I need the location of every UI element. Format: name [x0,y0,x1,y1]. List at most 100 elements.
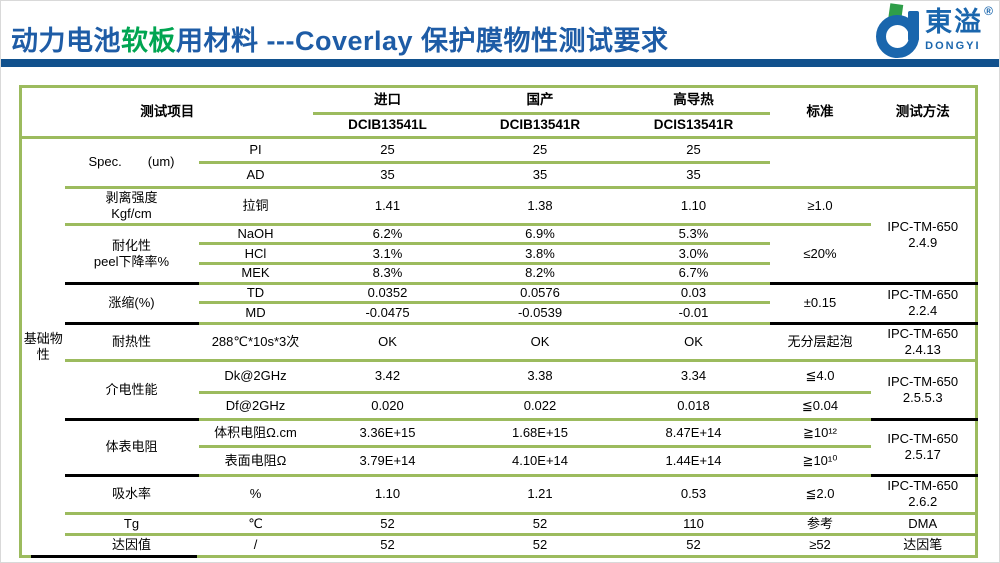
cell-import-value: 3.36E+15 [312,419,463,448]
header-model-domestic: DCIB13541R [462,113,618,139]
cell-test-item: 吸水率 [64,475,199,515]
cell-thermal-value: 1.44E+14 [617,446,770,477]
cell-import-value: 52 [312,513,463,536]
cell-sub-item: Df@2GHz [198,392,313,421]
dongyi-logo-icon [875,3,925,59]
cell-test-item: Spec. (um) [64,137,199,189]
cell-import-value: 35 [312,162,463,189]
registered-trademark-mark: ® [984,4,993,18]
cell-domestic-value: 0.022 [462,392,618,421]
row-resistance-volume: 体表电阻 体积电阻Ω.cm 3.36E+15 1.68E+15 8.47E+14… [21,419,977,477]
cell-method-empty [870,137,977,189]
row-chem-hcl: HCl 3.1% 3.8% 3.0% [21,243,977,266]
cell-test-item: 体表电阻 [64,419,199,477]
cell-thermal-value: 110 [617,513,770,536]
cell-method: DMA [870,513,977,536]
spec-table-wrap: 测试项目 进口 国产 高导热 标准 测试方法 DCIB13541L DCIB13… [19,85,978,558]
row-resistance-surface: 表面电阻Ω 3.79E+14 4.10E+14 1.44E+14 ≧10¹⁰ [21,446,977,477]
row-peel-strength: 剥离强度 Kgf/cm 拉铜 1.41 1.38 1.10 ≥1.0 IPC-T… [21,187,977,285]
row-dielectric-df: Df@2GHz 0.020 0.022 0.018 ≦0.04 [21,392,977,421]
row-dielectric-dk: 介电性能 Dk@2GHz 3.42 3.38 3.34 ≦4.0 IPC-TM-… [21,360,977,421]
cell-domestic-value: 0.0576 [462,283,618,304]
cell-import-value: 52 [380,537,395,553]
cell-domestic-value: 3.38 [462,360,618,394]
cell-standard: ≦0.04 [769,392,871,421]
cell-sub-item: NaOH [198,224,313,246]
bottom-left-black-line [31,554,197,558]
header-standard: 标准 [769,86,871,139]
cell-thermal-value: 8.47E+14 [617,419,770,448]
cell-import-value: 1.41 [312,187,463,226]
cell-thermal-value: 0.53 [617,475,770,515]
cell-thermal-value: 35 [617,162,770,189]
cell-method: IPC-TM-650 2.4.13 [870,323,977,362]
cell-test-item: 涨缩(%) [64,283,199,325]
cell-thermal-value: 6.7% [617,263,770,285]
cell-domestic-value: 6.9% [462,224,618,246]
cell-method: IPC-TM-650 2.6.2 [870,475,977,515]
cell-standard: ≥52 [809,537,831,553]
row-shrink-md: MD -0.0475 -0.0539 -0.01 [21,302,977,325]
cell-sub-item: AD [198,162,313,189]
header-model-import: DCIB13541L [312,113,463,139]
cell-sub-item: % [198,475,313,515]
cell-domestic-value: 3.8% [462,243,618,266]
cell-import-value: 3.79E+14 [312,446,463,477]
cell-import-value: 25 [312,137,463,164]
cell-thermal-value: 0.03 [617,283,770,304]
row-tg: Tg ℃ 52 52 110 参考 DMA [21,513,977,536]
cell-sub-item: 拉铜 [198,187,313,226]
title-divider-bar [1,59,999,67]
cell-test-item: 耐化性 peel下降率% [64,224,199,285]
cell-sub-item: MD [198,302,313,325]
cell-import-value: 3.1% [312,243,463,266]
cell-method: IPC-TM-650 2.5.5.3 [870,360,977,421]
cell-domestic-value: 1.38 [462,187,618,226]
cell-thermal-value: 52 [686,537,701,553]
header-row-groups: 测试项目 进口 国产 高导热 标准 测试方法 [20,86,977,139]
cell-import-value: 0.0352 [312,283,463,304]
cell-sub-item: Dk@2GHz [198,360,313,394]
cell-standard: ≦4.0 [769,360,871,394]
header-method: 测试方法 [870,86,977,139]
cell-import-value: 3.42 [312,360,463,394]
cell-domestic-value: 52 [532,537,548,553]
cell-standard: ≧10¹⁰ [769,446,871,477]
title-suffix: 用材料 ---Coverlay 保护膜物性测试要求 [176,26,669,56]
header-test-item: 测试项目 [20,86,313,139]
cell-sub-item: / [253,537,258,553]
cell-domestic-value: 52 [462,513,618,536]
page-title: 动力电池软板用材料 ---Coverlay 保护膜物性测试要求 [11,19,669,58]
cell-method: IPC-TM-650 2.4.9 [870,187,977,285]
cell-import-value: OK [312,323,463,362]
cell-domestic-value: 1.68E+15 [462,419,618,448]
dongyi-logo: 東溢 DONGYI ® [875,3,993,59]
cell-import-value: -0.0475 [312,302,463,325]
cell-sub-item: 288℃*10s*3次 [198,323,313,362]
cell-standard: 无分层起泡 [769,323,871,362]
cell-domestic-value: 35 [462,162,618,189]
cell-thermal-value: OK [617,323,770,362]
cell-sub-item: PI [198,137,313,164]
cell-standard: ≧10¹² [769,419,871,448]
cell-test-item: 剥离强度 Kgf/cm [64,187,199,226]
cell-import-value: 6.2% [312,224,463,246]
cell-method: IPC-TM-650 2.2.4 [870,283,977,325]
row-spec-ad: AD 35 35 35 [21,162,977,189]
row-spec-pi: 基础物性 Spec. (um) PI 25 25 25 [21,137,977,362]
cell-domestic-value: 25 [462,137,618,164]
title-highlight: 软板 [121,26,176,56]
cell-domestic-value: 1.21 [462,475,618,515]
row-heat-resistance: 耐热性 288℃*10s*3次 OK OK OK 无分层起泡 IPC-TM-65… [21,323,977,362]
header-group-domestic: 国产 [462,86,618,115]
cell-thermal-value: -0.01 [617,302,770,325]
cell-sub-item: MEK [198,263,313,285]
logo-text: 東溢 DONGYI [925,7,983,51]
cell-thermal-value: 3.0% [617,243,770,266]
logo-ring-shape [876,15,920,58]
row-shrink-td: 涨缩(%) TD 0.0352 0.0576 0.03 ±0.15 IPC-TM… [21,283,977,325]
cell-domestic-value: 4.10E+14 [462,446,618,477]
header-group-import: 进口 [312,86,463,115]
row-dyne-value: 达因值 / 52 52 52 ≥52 达因笔 [21,534,977,556]
